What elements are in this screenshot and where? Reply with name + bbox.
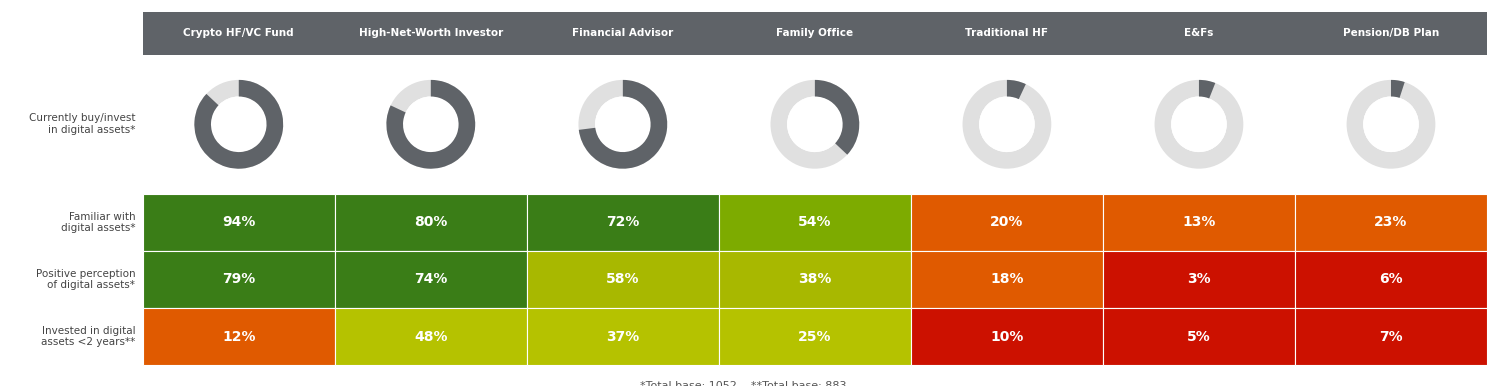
- Text: 58%: 58%: [607, 273, 639, 286]
- Text: Crypto HF/VC Fund: Crypto HF/VC Fund: [183, 28, 294, 38]
- Text: 73%: 73%: [608, 118, 638, 131]
- Ellipse shape: [387, 80, 476, 169]
- Text: Financial Advisor: Financial Advisor: [572, 28, 674, 38]
- Bar: [526, 251, 718, 308]
- Bar: [335, 308, 526, 365]
- Ellipse shape: [787, 96, 843, 152]
- Ellipse shape: [978, 96, 1035, 152]
- Bar: [912, 12, 1103, 55]
- Text: 5%: 5%: [1187, 330, 1210, 344]
- Ellipse shape: [962, 80, 1051, 169]
- Bar: [1103, 308, 1295, 365]
- Text: 12%: 12%: [222, 330, 256, 344]
- Text: 6%: 6%: [1378, 273, 1402, 286]
- Bar: [718, 308, 912, 365]
- Bar: [912, 194, 1103, 251]
- Bar: [143, 308, 335, 365]
- Ellipse shape: [595, 96, 651, 152]
- Text: E&Fs: E&Fs: [1184, 28, 1213, 38]
- Ellipse shape: [770, 80, 859, 169]
- Text: 48%: 48%: [413, 330, 448, 344]
- Text: 10%: 10%: [990, 330, 1023, 344]
- Text: 5%: 5%: [1380, 118, 1402, 131]
- Ellipse shape: [578, 80, 668, 169]
- Text: 80%: 80%: [413, 215, 448, 229]
- Bar: [0, 55, 1487, 194]
- Text: Positive perception
of digital assets*: Positive perception of digital assets*: [36, 269, 135, 290]
- Bar: [335, 251, 526, 308]
- Bar: [1103, 12, 1295, 55]
- Text: 6%: 6%: [1188, 118, 1209, 131]
- Ellipse shape: [1364, 96, 1419, 152]
- Ellipse shape: [1154, 80, 1243, 169]
- Bar: [912, 308, 1103, 365]
- Ellipse shape: [978, 96, 1035, 152]
- Text: Traditional HF: Traditional HF: [965, 28, 1048, 38]
- Text: 72%: 72%: [607, 215, 639, 229]
- Bar: [143, 251, 335, 308]
- Text: Invested in digital
assets <2 years**: Invested in digital assets <2 years**: [42, 326, 135, 347]
- Text: Family Office: Family Office: [776, 28, 854, 38]
- Text: 74%: 74%: [413, 273, 448, 286]
- Ellipse shape: [195, 80, 283, 169]
- Bar: [718, 251, 912, 308]
- Bar: [526, 308, 718, 365]
- Bar: [1295, 194, 1487, 251]
- Bar: [1295, 308, 1487, 365]
- Bar: [1103, 194, 1295, 251]
- Ellipse shape: [787, 96, 843, 152]
- Text: 37%: 37%: [607, 330, 639, 344]
- Text: 94%: 94%: [222, 215, 256, 229]
- Text: 13%: 13%: [1182, 215, 1216, 229]
- Text: High-Net-Worth Investor: High-Net-Worth Investor: [358, 28, 503, 38]
- Bar: [912, 251, 1103, 308]
- Text: 25%: 25%: [799, 330, 831, 344]
- Text: Pension/DB Plan: Pension/DB Plan: [1343, 28, 1439, 38]
- Bar: [718, 194, 912, 251]
- Text: 54%: 54%: [799, 215, 831, 229]
- Ellipse shape: [1364, 96, 1419, 152]
- Text: 37%: 37%: [800, 118, 830, 131]
- Ellipse shape: [403, 96, 458, 152]
- Text: Familiar with
digital assets*: Familiar with digital assets*: [61, 212, 135, 233]
- Bar: [143, 12, 335, 55]
- Ellipse shape: [595, 96, 651, 152]
- Bar: [526, 12, 718, 55]
- Text: 38%: 38%: [799, 273, 831, 286]
- Ellipse shape: [1172, 96, 1227, 152]
- Text: 20%: 20%: [990, 215, 1023, 229]
- Bar: [718, 12, 912, 55]
- Bar: [1103, 251, 1295, 308]
- Text: 18%: 18%: [990, 273, 1023, 286]
- Ellipse shape: [403, 96, 458, 152]
- Ellipse shape: [211, 96, 266, 152]
- Text: Currently buy/invest
in digital assets*: Currently buy/invest in digital assets*: [28, 113, 135, 135]
- Text: 82%: 82%: [416, 118, 446, 131]
- Text: 23%: 23%: [1374, 215, 1408, 229]
- Bar: [1295, 12, 1487, 55]
- Bar: [526, 194, 718, 251]
- Text: 3%: 3%: [1187, 273, 1210, 286]
- Bar: [335, 12, 526, 55]
- Text: *Total base: 1052    **Total base: 883: *Total base: 1052 **Total base: 883: [641, 381, 846, 386]
- Ellipse shape: [1347, 80, 1435, 169]
- Text: 79%: 79%: [222, 273, 256, 286]
- Bar: [143, 194, 335, 251]
- Ellipse shape: [1172, 96, 1227, 152]
- Ellipse shape: [211, 96, 266, 152]
- Text: 7%: 7%: [996, 118, 1017, 131]
- Text: 7%: 7%: [1378, 330, 1402, 344]
- Text: 87%: 87%: [225, 118, 254, 131]
- Bar: [335, 194, 526, 251]
- Bar: [1295, 251, 1487, 308]
